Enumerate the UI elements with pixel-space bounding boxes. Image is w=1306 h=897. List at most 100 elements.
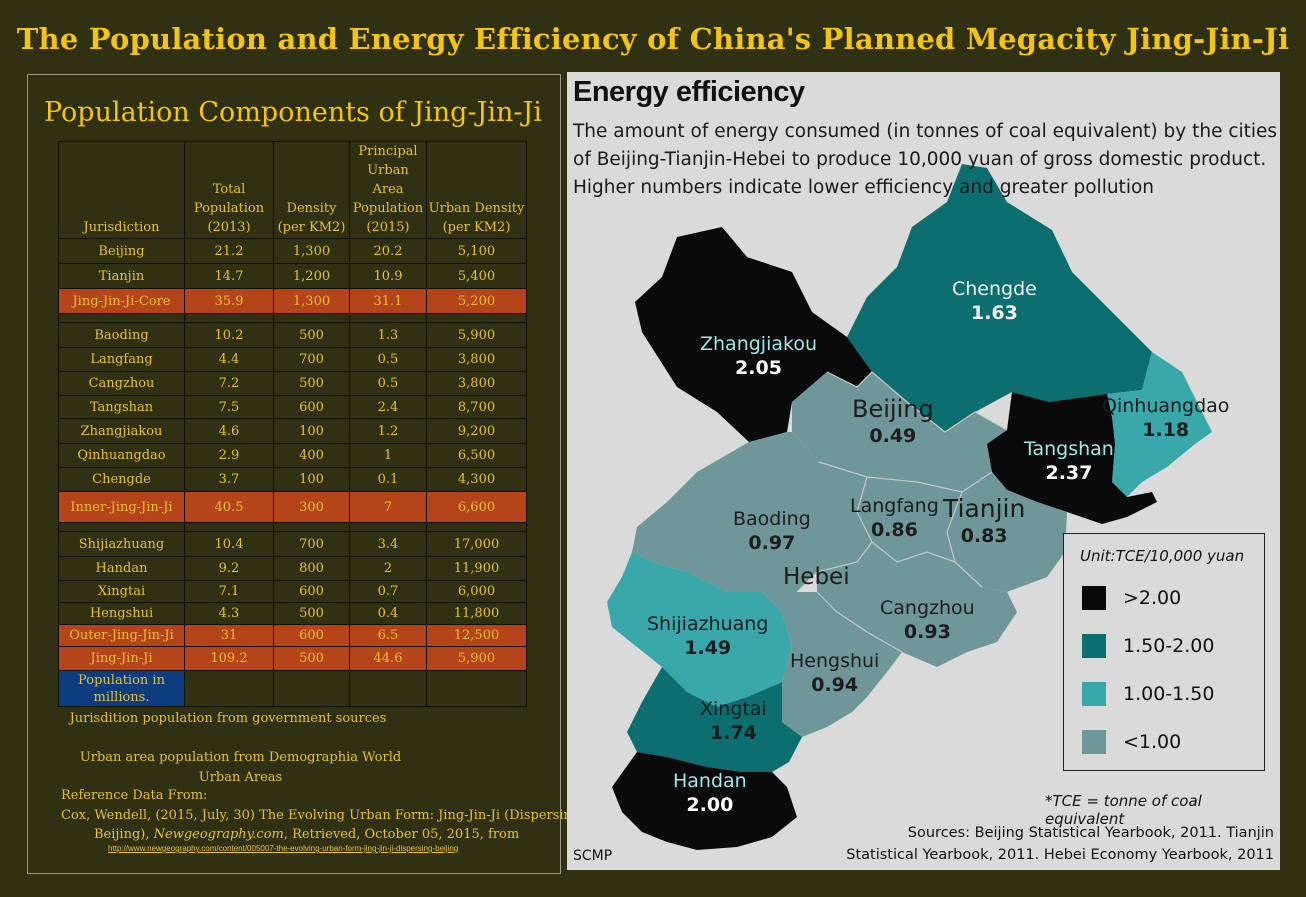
- citation-source-name: Newgeography.com: [153, 827, 284, 842]
- cell-density: 700: [273, 347, 350, 372]
- cell-density: 100: [273, 467, 350, 492]
- city-name: Handan: [673, 770, 747, 792]
- legend-swatch: [1082, 730, 1106, 754]
- region-chengde: [847, 164, 1152, 432]
- map-sources: Sources: Beijing Statistical Yearbook, 2…: [846, 825, 1274, 863]
- col-header-jurisdiction: Jurisdiction: [58, 141, 185, 239]
- cell-urban-population: 1.2: [349, 418, 427, 444]
- cell-urban-density: 5,900: [426, 646, 527, 671]
- map-credit: SCMP: [573, 848, 613, 864]
- cell-density: 300: [273, 491, 350, 523]
- cell-jurisdiction: Beijing: [58, 238, 185, 264]
- table-row: Tangshan 7.5 600 2.4 8,700: [58, 395, 527, 419]
- city-value: 1.74: [709, 722, 757, 744]
- spacer-cell: [273, 313, 350, 323]
- cell-total-population: 31: [184, 624, 274, 647]
- city-value: 2.05: [735, 357, 782, 379]
- table-row: Shijiazhuang 10.4 700 3.4 17,000: [58, 531, 527, 557]
- cell-urban-density: 6,500: [426, 443, 527, 468]
- city-label-handan: Handan 2.00: [673, 769, 747, 817]
- cell-density: 600: [273, 580, 350, 603]
- cell-total-population: 2.9: [184, 443, 274, 468]
- table-row: Xingtai 7.1 600 0.7 6,000: [58, 580, 527, 603]
- city-label-tangshan: Tangshan 2.37: [1024, 437, 1114, 485]
- cell-jurisdiction: Jing-Jin-Ji: [58, 646, 185, 671]
- reference-label: Reference Data From:: [61, 788, 208, 803]
- citation-line-1: Cox, Wendell, (2015, July, 30) The Evolv…: [61, 808, 581, 823]
- spacer-row: [58, 313, 527, 323]
- cell-urban-density: 17,000: [426, 531, 527, 557]
- citation-url-link[interactable]: http://www.newgeography.com/content/0050…: [108, 844, 459, 853]
- cell-urban-density: 5,100: [426, 238, 527, 264]
- city-value: 0.83: [960, 525, 1008, 547]
- legend-swatch: [1082, 682, 1106, 706]
- cell-urban-population: 44.6: [349, 646, 427, 671]
- cell-jurisdiction: Hengshui: [58, 602, 185, 625]
- cell-urban-population: 10.9: [349, 263, 427, 289]
- cell-total-population: 7.5: [184, 395, 274, 419]
- table-row: Beijing 21.2 1,300 20.2 5,100: [58, 238, 527, 264]
- city-name: Hengshui: [790, 650, 880, 672]
- city-name: Tianjin: [943, 494, 1026, 523]
- city-label-langfang: Langfang 0.86: [850, 494, 939, 542]
- empty-cell: [426, 670, 527, 707]
- population-unit-note: Population in millions.: [58, 670, 185, 707]
- cell-density: 1,300: [273, 238, 350, 264]
- cell-total-population: 4.3: [184, 602, 274, 625]
- cell-urban-population: 20.2: [349, 238, 427, 264]
- cell-density: 500: [273, 602, 350, 625]
- city-label-zhangjiakou: Zhangjiakou 2.05: [700, 332, 817, 380]
- cell-density: 500: [273, 646, 350, 671]
- cell-urban-population: 31.1: [349, 288, 427, 314]
- cell-density: 500: [273, 322, 350, 348]
- region-label-hebei: Hebei: [783, 564, 850, 590]
- table-row: Jing-Jin-Ji-Core 35.9 1,300 31.1 5,200: [58, 288, 527, 314]
- cell-urban-population: 2.4: [349, 395, 427, 419]
- cell-jurisdiction: Cangzhou: [58, 371, 185, 396]
- region-tangshan: [987, 392, 1157, 524]
- city-label-tianjin: Tianjin 0.83: [943, 494, 1025, 548]
- region-borders: [796, 371, 1008, 653]
- cell-density: 100: [273, 418, 350, 444]
- energy-map-panel: Energy efficiency The amount of energy c…: [567, 72, 1280, 870]
- spacer-cell: [184, 313, 274, 323]
- tce-footnote: *TCE = tonne of coal equivalent: [1045, 792, 1202, 828]
- cell-urban-density: 8,700: [426, 395, 527, 419]
- city-name: Shijiazhuang: [647, 613, 769, 635]
- cell-total-population: 7.1: [184, 580, 274, 603]
- table-row: Baoding 10.2 500 1.3 5,900: [58, 322, 527, 348]
- region-beijing: [792, 372, 1007, 492]
- cell-total-population: 9.2: [184, 556, 274, 581]
- city-label-hengshui: Hengshui 0.94: [790, 649, 879, 697]
- citation-retrieved: , Retrieved, October 05, 2015, from: [283, 827, 520, 842]
- region-hengshui: [762, 592, 902, 737]
- cell-urban-population: 0.7: [349, 580, 427, 603]
- cell-jurisdiction: Jing-Jin-Ji-Core: [58, 288, 185, 314]
- cell-density: 700: [273, 531, 350, 557]
- cell-jurisdiction: Tianjin: [58, 263, 185, 289]
- table-row: Tianjin 14.7 1,200 10.9 5,400: [58, 263, 527, 289]
- cell-urban-population: 2: [349, 556, 427, 581]
- energy-map: [607, 164, 1212, 850]
- empty-cell: [184, 670, 274, 707]
- cell-jurisdiction: Handan: [58, 556, 185, 581]
- city-label-beijing: Beijing 0.49: [852, 394, 934, 448]
- cell-total-population: 3.7: [184, 467, 274, 492]
- city-name: Xingtai: [700, 698, 767, 720]
- cell-jurisdiction: Qinhuangdao: [58, 443, 185, 468]
- population-panel: [27, 74, 561, 874]
- city-name: Beijing: [852, 395, 934, 423]
- city-name: Baoding: [733, 508, 811, 530]
- cell-urban-population: 1: [349, 443, 427, 468]
- cell-urban-population: 0.1: [349, 467, 427, 492]
- city-value: 0.86: [870, 519, 918, 541]
- region-handan: [612, 752, 797, 850]
- empty-cell: [273, 670, 350, 707]
- table-row: Qinhuangdao 2.9 400 1 6,500: [58, 443, 527, 468]
- city-value: 1.49: [684, 637, 732, 659]
- table-row: Cangzhou 7.2 500 0.5 3,800: [58, 371, 527, 396]
- table-row: Outer-Jing-Jin-Ji 31 600 6.5 12,500: [58, 624, 527, 647]
- city-label-qinhuangdao: Qinhuangdao 1.18: [1102, 394, 1229, 442]
- population-heading: Population Components of Jing-Jin-Ji: [43, 97, 543, 128]
- region-langfang: [857, 477, 962, 562]
